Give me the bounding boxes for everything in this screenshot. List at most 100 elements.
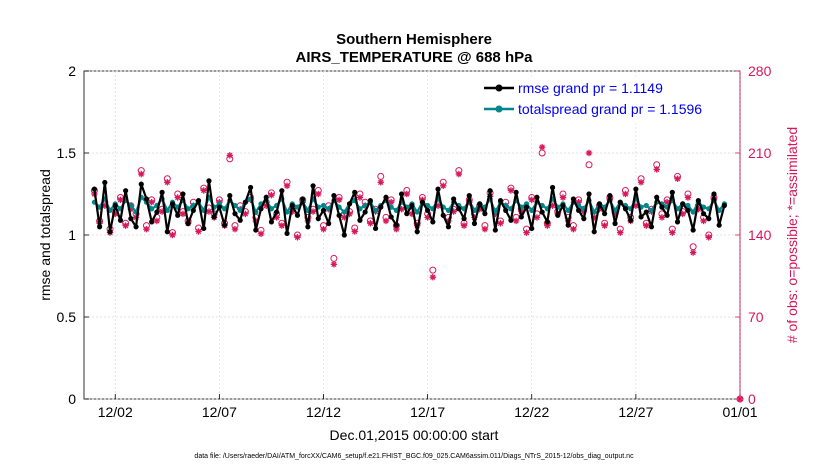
rmse-series-point <box>451 196 457 202</box>
rmse-series-point <box>180 191 186 197</box>
rmse-series-point <box>123 188 129 194</box>
rmse-series-point <box>232 211 238 217</box>
y-right-tick-label: 210 <box>748 145 772 161</box>
rmse-series-point <box>331 193 337 199</box>
rmse-series-point <box>279 188 285 194</box>
rmse-series-point <box>117 217 124 223</box>
totalspread-series-point <box>149 206 155 212</box>
x-tick-label: 12/07 <box>202 404 237 420</box>
rmse-series-point <box>643 209 649 215</box>
obs-assimilated-point <box>684 194 692 201</box>
rmse-series-point <box>398 191 405 197</box>
rmse-series-point <box>216 204 222 210</box>
rmse-series-point <box>320 207 327 213</box>
rmse-series-point <box>492 227 498 233</box>
rmse-series-point <box>341 232 347 238</box>
rmse-series-point <box>664 212 670 218</box>
rmse-series-point <box>544 219 550 225</box>
legend-label-rmse: rmse grand pr = 1.1149 <box>518 80 663 96</box>
rmse-series-point <box>680 201 686 207</box>
obs-assimilated-point <box>643 222 650 229</box>
rmse-series-point <box>326 220 332 227</box>
rmse-series-point <box>221 222 228 228</box>
obs-assimilated-point <box>533 214 541 221</box>
rmse-series-point <box>362 209 368 215</box>
rmse-series-point <box>690 227 696 233</box>
y-tick-label: 1 <box>68 227 76 243</box>
rmse-series-point <box>700 211 707 217</box>
rmse-series-point <box>242 199 248 205</box>
rmse-series-point <box>445 224 452 230</box>
rmse-series-point <box>591 229 597 235</box>
totalspread-series-point <box>565 207 571 213</box>
totalspread-series-point <box>164 207 170 213</box>
y-tick-label: 0.5 <box>57 309 77 325</box>
obs-assimilated-point <box>570 225 577 233</box>
rmse-series-point <box>513 189 519 195</box>
obs-assimilated-point <box>622 190 629 198</box>
totalspread-series-point <box>648 207 655 213</box>
rmse-series-point <box>576 207 582 213</box>
totalspread-series-point <box>268 206 275 212</box>
rmse-series-point <box>357 217 363 223</box>
rmse-series-point <box>497 197 504 204</box>
rmse-series-point <box>596 201 603 207</box>
rmse-series-point <box>721 202 727 209</box>
rmse-series-point <box>227 193 233 199</box>
obs-assimilated-point <box>460 222 468 229</box>
obs-assimilated-point <box>455 170 463 178</box>
obs-assimilated-point <box>528 196 535 204</box>
totalspread-series-point <box>529 207 535 213</box>
totalspread-series-point <box>414 209 420 215</box>
obs-assimilated-point <box>512 217 520 225</box>
rmse-series-point <box>560 202 566 209</box>
x-tick-label: 12/17 <box>410 404 445 420</box>
obs-assimilated-point <box>497 220 504 227</box>
totalspread-series-point <box>372 207 379 213</box>
totalspread-series-point <box>284 209 290 215</box>
y-right-tick-label: 70 <box>748 309 764 325</box>
y-axis-label: rmse and totalspread <box>37 169 53 301</box>
totalspread-series-point <box>591 209 597 215</box>
y-right-axis-label: # of obs: o=possible; *=assimilated <box>784 127 800 343</box>
rmse-series-point <box>617 199 623 205</box>
obs-assimilated-point <box>148 199 155 206</box>
rmse-series-point <box>716 222 722 228</box>
rmse-series-point <box>586 191 592 197</box>
rmse-series-point <box>477 201 483 207</box>
obs-assimilated-point <box>179 210 187 218</box>
rmse-series-point <box>211 214 217 220</box>
obs-assimilated-point <box>200 187 207 194</box>
totalspread-series-point <box>445 207 452 213</box>
rmse-series-point <box>164 229 170 235</box>
rmse-series-point <box>274 209 280 215</box>
rmse-series-point <box>149 219 155 225</box>
obs-assimilated-point <box>689 249 697 256</box>
rmse-series-point <box>393 222 399 228</box>
rmse-series-point <box>409 202 415 209</box>
legend: rmse grand pr = 1.1149 totalspread grand… <box>477 76 737 124</box>
obs-assimilated-point <box>231 225 239 233</box>
rmse-series-point <box>508 217 514 223</box>
y-right-tick-label: 0 <box>748 391 756 407</box>
rmse-series-point <box>372 225 379 232</box>
rmse-series-point <box>456 206 462 212</box>
obs-assimilated-point <box>117 196 124 204</box>
rmse-series-point <box>529 225 535 232</box>
obs-assimilated-point <box>226 152 233 159</box>
obs-assimilated-point <box>637 179 645 186</box>
rmse-series-point <box>195 197 202 204</box>
rmse-series-point <box>482 211 488 217</box>
rmse-series-point <box>263 194 269 200</box>
rmse-series-point <box>201 225 207 232</box>
rmse-series-point <box>555 212 561 218</box>
obs-possible-point <box>585 161 593 169</box>
totalspread-series-point <box>690 209 696 215</box>
rmse-series-point <box>97 224 103 230</box>
rmse-series-point <box>388 214 394 220</box>
rmse-series-point <box>503 207 509 213</box>
rmse-series-point <box>289 202 295 209</box>
rmse-series-point <box>128 216 134 222</box>
obs-possible-point <box>377 172 385 180</box>
